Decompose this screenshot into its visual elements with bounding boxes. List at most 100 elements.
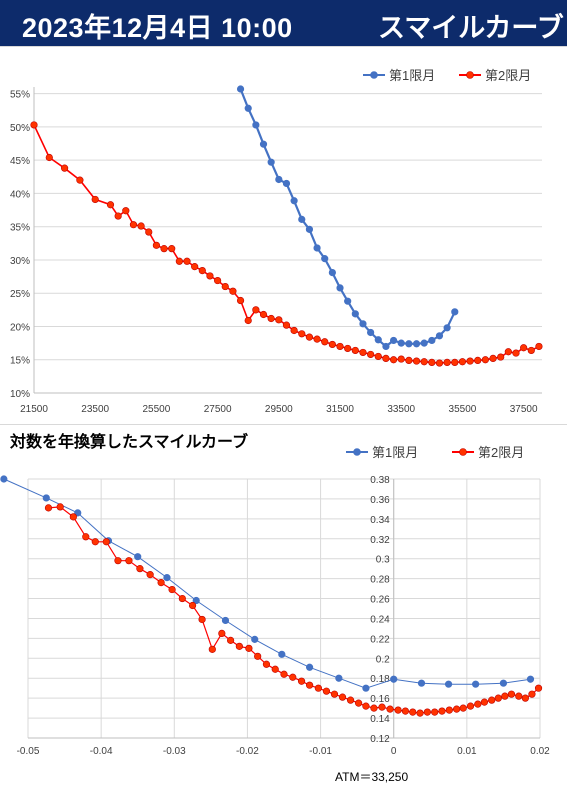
series-2-point (474, 356, 482, 365)
series-2-point (262, 660, 271, 668)
series-1-point (351, 310, 359, 318)
series-1-point (367, 328, 375, 337)
series-2-point (497, 353, 505, 361)
series-2-point (157, 579, 165, 587)
series-2-point (346, 696, 355, 704)
series-2-point (178, 594, 186, 603)
series-2-point (474, 700, 482, 708)
series-2-point (322, 687, 331, 695)
series-2-point (125, 557, 133, 565)
series-2-point (45, 153, 53, 162)
y-tick-label: 55% (10, 90, 30, 101)
series-2-point (91, 538, 99, 546)
series-2-point (416, 709, 424, 717)
series-2-point (168, 245, 176, 253)
series-2-point (458, 358, 467, 366)
series-2-point (382, 354, 390, 363)
y-tick-label: 25% (10, 289, 30, 300)
series-1-point (526, 675, 535, 683)
series-2-point (451, 358, 459, 367)
series-1-point (267, 158, 275, 166)
series-2-point (280, 670, 288, 678)
series-1-point (412, 340, 421, 348)
series-2-point (428, 358, 436, 367)
chart-panel-2: 0.12 0.14 0.16 0.18 0.2 0.22 0.24 0.26 0.28 0.3 0.… (0, 424, 567, 806)
y-tick-label: 0.28 (370, 575, 390, 586)
series-1-point (382, 342, 390, 351)
series-1-point (290, 197, 298, 205)
series-2-point (535, 342, 543, 351)
series-2-point (136, 565, 144, 573)
series-1-point (390, 675, 398, 683)
series-2-point (152, 241, 161, 249)
series-2-point (137, 222, 145, 230)
series-2-point (443, 358, 451, 367)
series-1-point (335, 674, 343, 682)
series-2-point (306, 681, 314, 689)
series-2-point (423, 708, 431, 716)
atm-annotation: ATM＝33,250 (335, 770, 409, 784)
series-2-point (344, 344, 352, 353)
series-2-point (298, 330, 306, 338)
legend-marker-1 (370, 71, 378, 79)
series-2-point (191, 263, 199, 271)
series-2-point (321, 338, 329, 346)
series-1-point (328, 268, 336, 277)
series-2-point (374, 352, 382, 361)
series-2-point (466, 357, 474, 365)
legend-marker-2 (459, 448, 467, 456)
smile-curve-chart: 10% 15% 20% 25% 30% 35% 40% 45% 50% 55% 21500 23500… (10, 68, 543, 415)
series-1-point (278, 650, 286, 658)
series-1-point (336, 284, 344, 292)
series-1-point (251, 635, 259, 643)
series-2-point (355, 699, 363, 707)
y-tick-label: 0.26 (370, 595, 390, 606)
series-2-point (114, 212, 122, 220)
legend-marker-2 (466, 71, 474, 79)
series-2-point (481, 356, 489, 364)
series-2-point (106, 201, 115, 209)
series-2-point (168, 585, 176, 594)
series-2-point (459, 704, 467, 712)
series-2-point (378, 703, 386, 711)
series-1-point (435, 332, 444, 340)
y-tick-label: 0.32 (370, 535, 390, 546)
series-2-point (370, 704, 378, 712)
series-2-point (389, 356, 398, 364)
x-tick-label: -0.02 (236, 746, 259, 757)
series-1-point (344, 297, 352, 305)
series-1-point (313, 244, 321, 252)
series-2-point (336, 342, 344, 351)
y-tick-label: 0.3 (376, 555, 390, 566)
series-1-point (275, 175, 283, 184)
y-tick-label: 0.16 (370, 694, 390, 705)
x-tick-label: 0 (391, 746, 397, 757)
series-2-point (394, 706, 402, 714)
series-1-point (362, 684, 370, 692)
series-1-point (163, 574, 171, 582)
series-2-point (229, 287, 237, 295)
series-1-point (389, 336, 398, 345)
series-1-point (244, 104, 252, 112)
series-1-point (444, 680, 453, 688)
series-2-point (30, 121, 38, 129)
y-tick-label: 0.18 (370, 674, 390, 685)
series-2-point (271, 665, 279, 673)
series-2-point (206, 272, 214, 280)
y-tick-label: 0.36 (370, 495, 390, 506)
series-2-point (146, 571, 154, 579)
series-2-point (501, 692, 509, 700)
chart2-title: 対数を年換算したスマイルカーブ (10, 434, 249, 451)
series-1-point (236, 85, 245, 93)
chart-panel-1: 10% 15% 20% 25% 30% 35% 40% 45% 50% 55% 21500 23500… (0, 46, 567, 423)
header-title: スマイルカーブ (378, 13, 564, 43)
series-1-point (405, 340, 413, 348)
series-2-point (431, 708, 439, 716)
series-2-point (145, 228, 153, 236)
x-tick-label: 35500 (449, 404, 477, 415)
y-tick-label: 0.34 (370, 515, 390, 526)
series-1-point (282, 179, 291, 188)
series-2-point (305, 333, 314, 341)
legend-marker-1 (353, 448, 361, 456)
series-2-point (56, 503, 64, 511)
